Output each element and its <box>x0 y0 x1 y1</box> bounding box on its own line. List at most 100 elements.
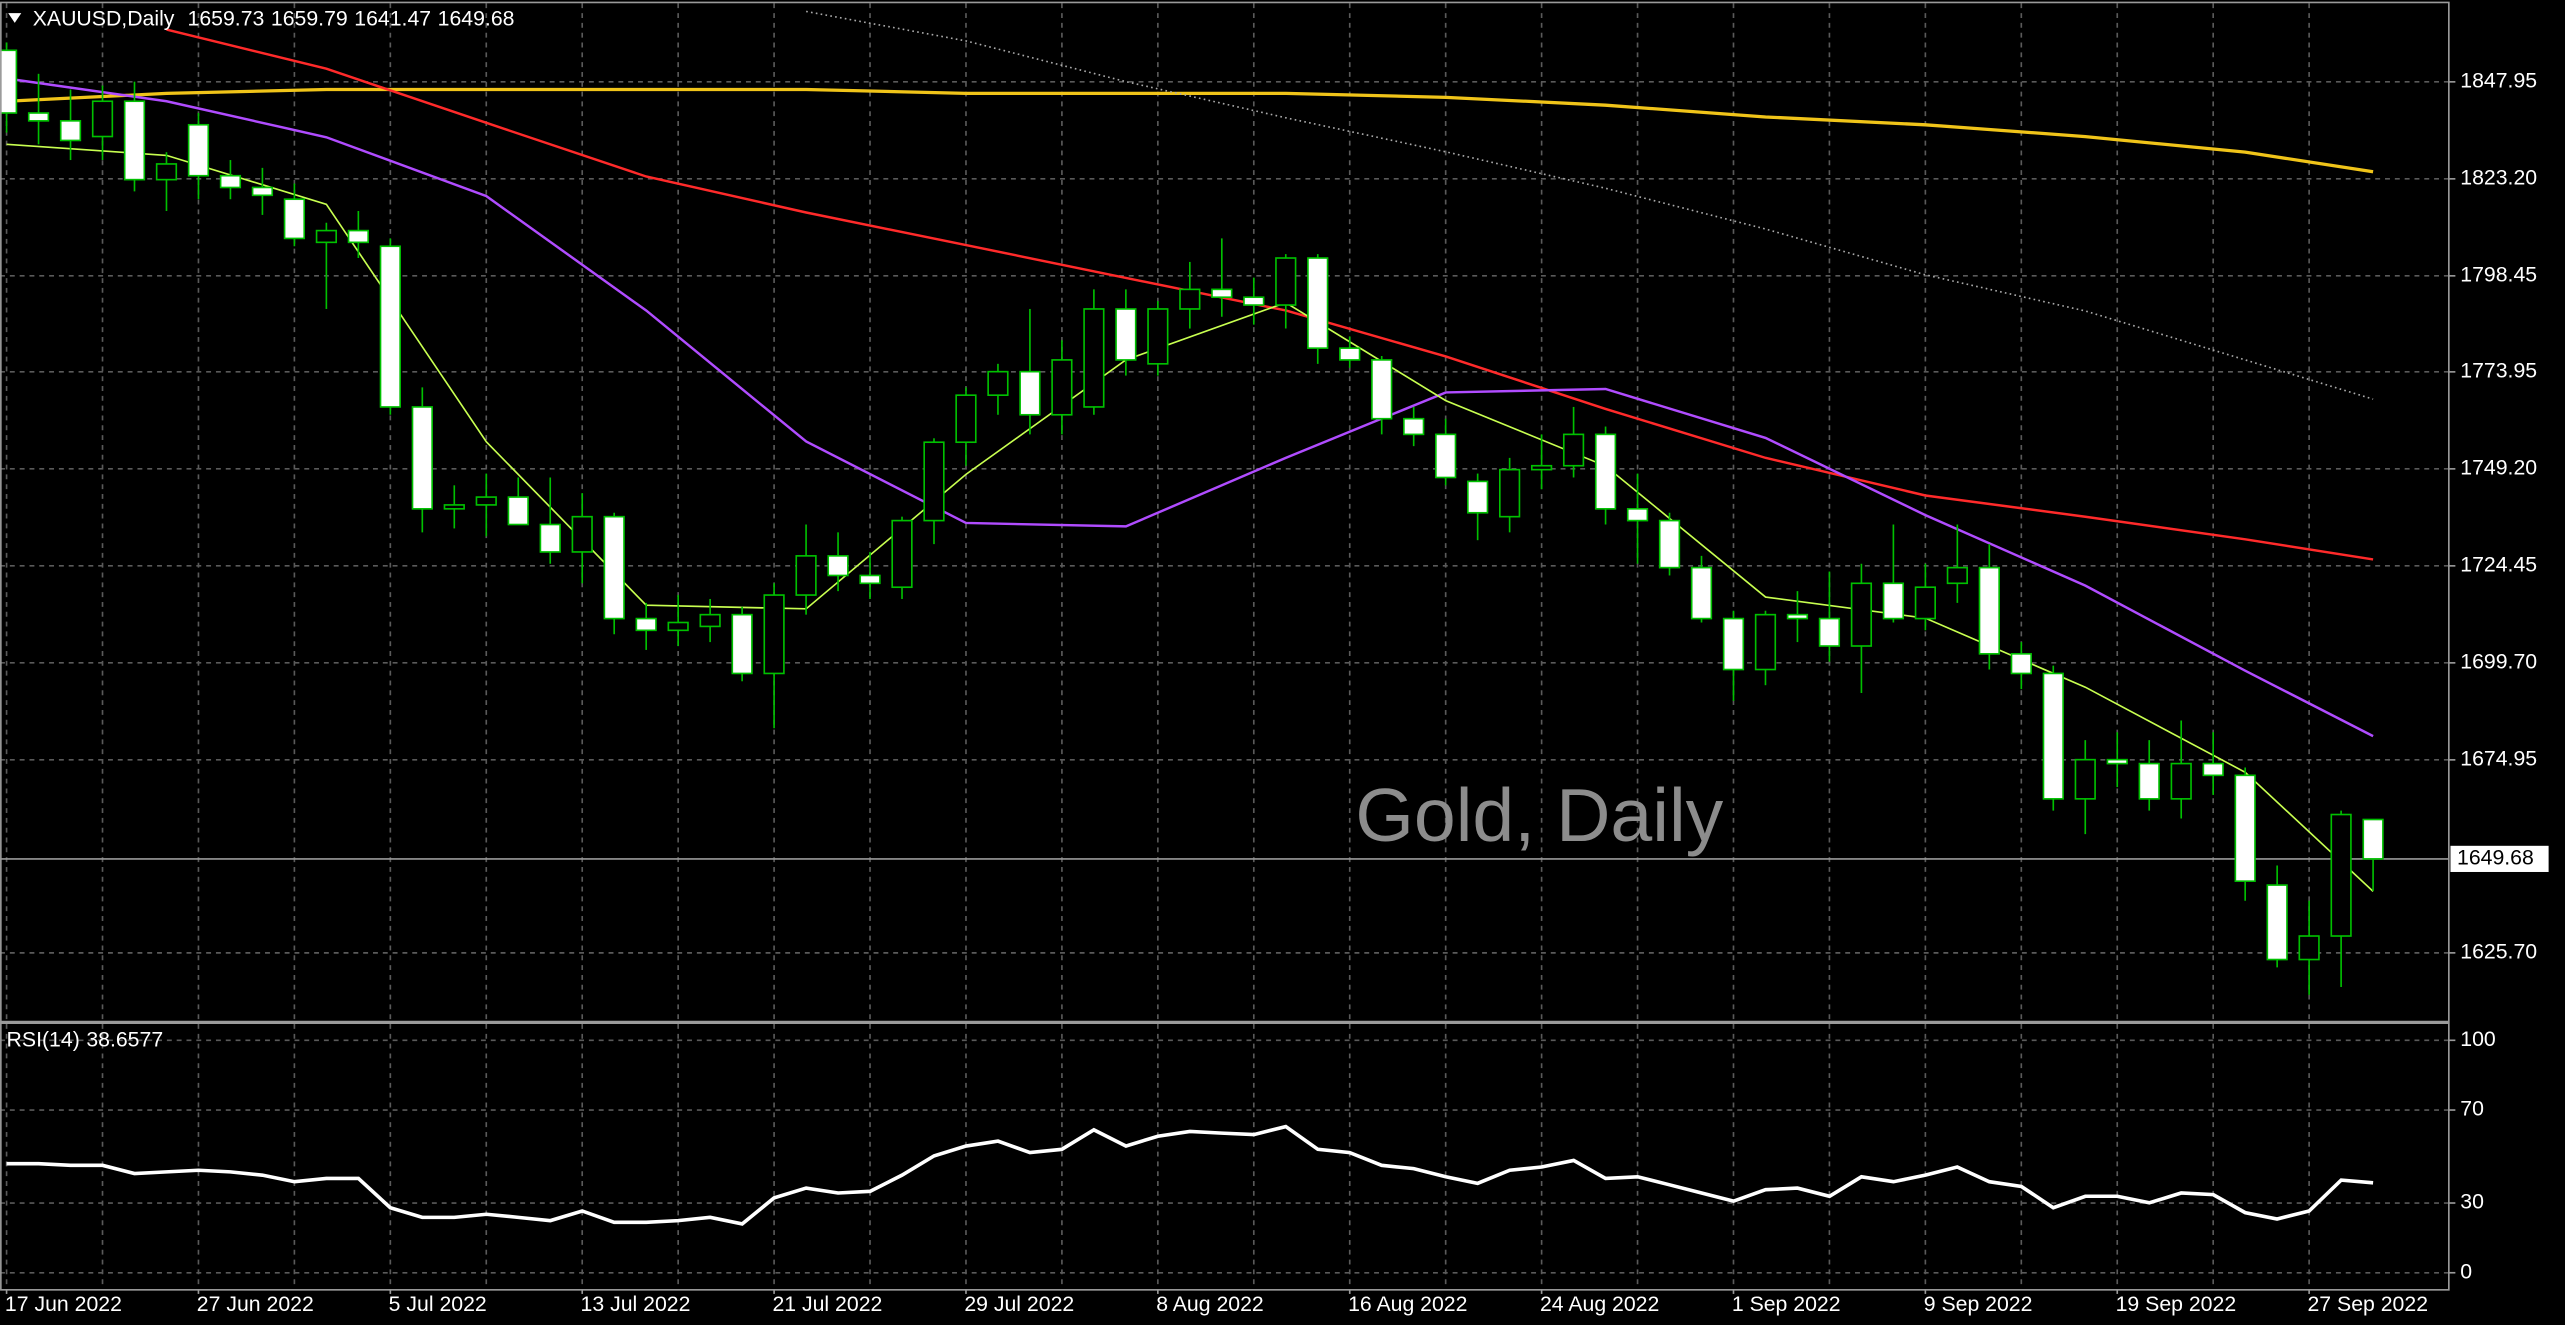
rsi-layer <box>6 1124 2374 1226</box>
symbol: XAUUSD,Daily <box>33 6 175 30</box>
header-high: 1659.79 <box>271 6 348 30</box>
y-tick-label: 1749.20 <box>2460 455 2537 479</box>
candle-body <box>923 441 945 522</box>
candle-body <box>571 515 593 553</box>
candle-body <box>251 186 274 197</box>
x-tick-label: 29 Jul 2022 <box>964 1292 1074 1316</box>
indicator-layer <box>6 10 2374 892</box>
candle-body <box>2298 935 2320 961</box>
chart-header: XAUUSD,Daily 1659.73 1659.79 1641.47 1649.68 <box>33 6 515 30</box>
x-tick-label: 5 Jul 2022 <box>389 1292 487 1316</box>
candle-body <box>1914 586 1937 620</box>
moving-average-line <box>6 143 2374 892</box>
candle-layer <box>0 42 2384 995</box>
candle-body <box>1786 613 1809 620</box>
candle-body <box>1754 613 1777 671</box>
x-tick-label: 9 Sep 2022 <box>1924 1292 2033 1316</box>
candle-body <box>955 394 977 444</box>
candle-body <box>1115 308 1137 361</box>
candle-body <box>0 49 18 114</box>
candle-body <box>1019 370 1041 416</box>
candle-body <box>2170 762 2192 800</box>
candle-body <box>827 555 849 577</box>
y-tick-label: 1798.45 <box>2460 262 2537 286</box>
candle-body <box>1243 296 1265 306</box>
candle-body <box>347 229 369 244</box>
header-open: 1659.73 <box>188 6 265 30</box>
candle-body <box>91 100 114 138</box>
candle-body <box>1882 582 1905 620</box>
y-tick-label: 1699.70 <box>2460 649 2537 673</box>
candle-body <box>763 594 785 675</box>
candle-body <box>443 504 465 510</box>
candle-body <box>1562 433 1585 467</box>
moving-average-line <box>6 77 2374 738</box>
candle-body <box>539 523 561 553</box>
candle-body <box>1403 417 1425 436</box>
candle-body <box>667 621 689 632</box>
candle-body <box>155 163 178 181</box>
candle-body <box>2074 758 2096 800</box>
candle-body <box>1818 617 1841 647</box>
y-tick-label: 30 <box>2460 1190 2484 1214</box>
candle-body <box>987 370 1009 397</box>
candle-body <box>731 613 753 675</box>
moving-average-line <box>6 87 2374 174</box>
candle-body <box>1690 566 1713 620</box>
header-low: 1641.47 <box>354 6 431 30</box>
x-tick-label: 13 Jul 2022 <box>581 1292 691 1316</box>
rsi-last: 38.6577 <box>86 1027 163 1051</box>
moving-average-line <box>806 10 2374 400</box>
candle-body <box>859 574 881 585</box>
candle-body <box>27 112 50 122</box>
candle-body <box>1530 464 1553 471</box>
candle-body <box>187 123 210 177</box>
candle-body <box>1051 359 1073 416</box>
y-tick-label: 100 <box>2460 1027 2495 1051</box>
candle-body <box>1467 480 1489 514</box>
candle-body <box>1083 308 1105 408</box>
y-tick-label: 1674.95 <box>2460 746 2537 770</box>
candle-body <box>475 496 497 506</box>
candle-body <box>123 100 146 181</box>
y-tick-label: 1724.45 <box>2460 552 2537 576</box>
header-close: 1649.68 <box>438 6 515 30</box>
candle-body <box>1626 508 1649 522</box>
x-tick-label: 27 Jun 2022 <box>197 1292 314 1316</box>
candle-body <box>635 617 657 632</box>
candle-body <box>1946 566 1968 585</box>
candle-body <box>1435 433 1457 479</box>
candle-body <box>59 120 82 142</box>
candle-body <box>2042 672 2064 800</box>
candle-body <box>219 174 242 189</box>
x-tick-label: 27 Sep 2022 <box>2307 1292 2428 1316</box>
candle-body <box>603 515 625 620</box>
x-tick-label: 16 Aug 2022 <box>1348 1292 1467 1316</box>
candle-body <box>2010 653 2032 675</box>
x-tick-label: 1 Sep 2022 <box>1732 1292 1841 1316</box>
candle-body <box>1307 257 1329 349</box>
rsi-header: RSI(14) 38.6577 <box>7 1027 164 1051</box>
candle-body <box>1658 519 1681 569</box>
candle-body <box>2330 813 2352 937</box>
x-tick-label: 24 Aug 2022 <box>1540 1292 1659 1316</box>
candle-body <box>379 245 401 408</box>
candle-body <box>1371 359 1393 420</box>
last-price-box <box>2450 845 2549 872</box>
candle-body <box>1978 566 2000 655</box>
candle-body <box>1498 468 1521 518</box>
menu-arrow[interactable] <box>8 13 22 23</box>
candle-body <box>411 406 433 510</box>
y-tick-label: 1847.95 <box>2460 68 2537 92</box>
rsi-title: RSI(14) <box>7 1027 80 1051</box>
candle-body <box>2266 884 2288 961</box>
candle-body <box>315 229 338 244</box>
plot-frame <box>0 1 2450 1291</box>
candle-body <box>1850 582 1873 647</box>
candle-body <box>795 555 817 596</box>
candle-body <box>2362 818 2384 860</box>
candle-body <box>891 519 913 589</box>
candle-body <box>699 613 721 628</box>
y-tick-label: 1625.70 <box>2460 939 2537 963</box>
